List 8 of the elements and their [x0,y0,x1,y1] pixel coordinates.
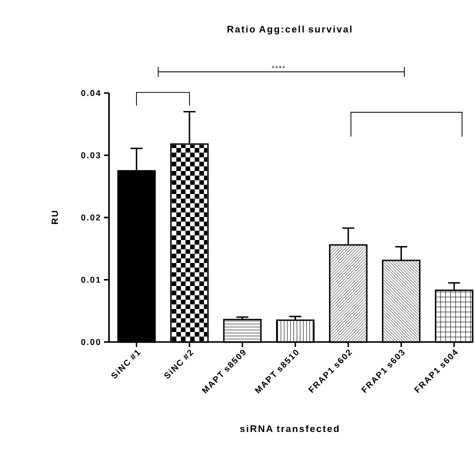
y-axis-title: RU [52,211,58,224]
y-tick-label: 0.00 [81,339,100,346]
y-tick-label: 0.03 [81,152,100,158]
y-tick-label: 0.04 [81,90,100,96]
x-axis-title: siRNA transfected [240,425,339,432]
y-tick-label: 0.02 [81,214,100,221]
y-tick-label: 0.01 [81,276,100,283]
chart-title: Ratio Agg:cell survival [228,26,352,34]
